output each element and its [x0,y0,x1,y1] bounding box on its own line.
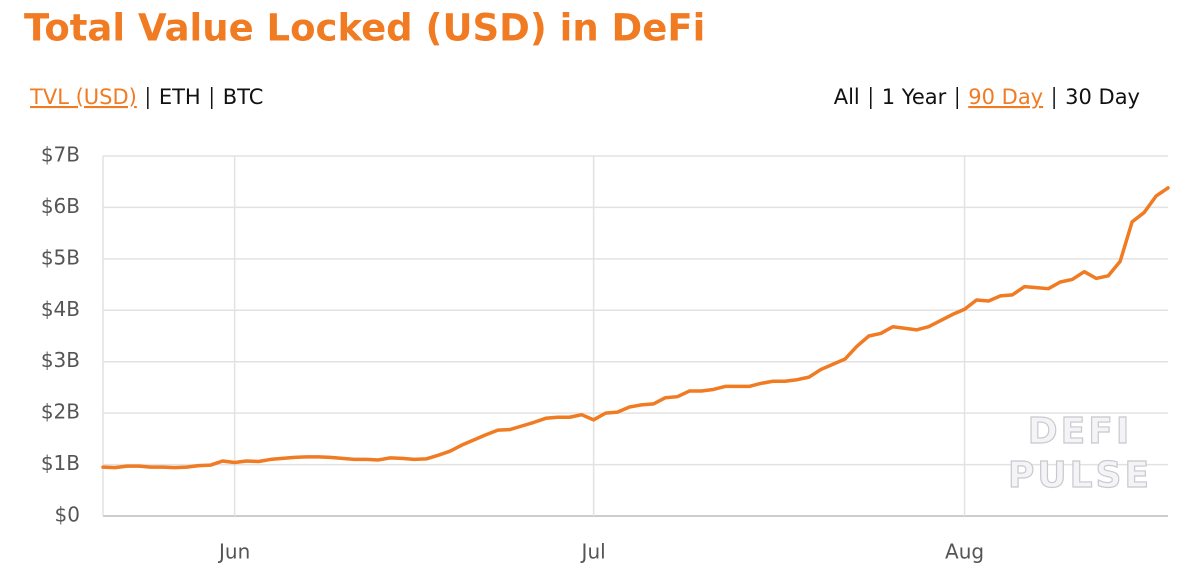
y-tick-label: $1B [41,451,80,475]
y-tick-label: $0 [55,503,80,527]
range-tab[interactable]: 1 Year [882,85,947,109]
x-tick-label: Aug [945,540,984,564]
y-tick-label: $4B [41,297,80,321]
x-tick-label: Jun [217,540,250,564]
y-tick-label: $2B [41,400,80,424]
y-tick-label: $6B [41,194,80,218]
chart-title: Total Value Locked (USD) in DeFi [24,7,705,50]
watermark: PULSE [1008,455,1152,496]
y-tick-label: $5B [41,245,80,269]
watermark: DEFI [1028,411,1132,452]
y-tick-label: $3B [41,348,80,372]
y-tick-label: $7B [41,143,80,167]
tvl-line [101,186,1170,470]
metric-tab[interactable]: ETH [159,85,201,109]
metric-tab[interactable]: BTC [223,85,264,109]
range-tab[interactable]: 30 Day [1065,85,1140,109]
metric-tab[interactable]: TVL (USD) [29,85,137,109]
range-tab[interactable]: 90 Day [968,85,1043,109]
x-tick-label: Jul [580,540,606,564]
range-tab[interactable]: All [834,85,860,109]
